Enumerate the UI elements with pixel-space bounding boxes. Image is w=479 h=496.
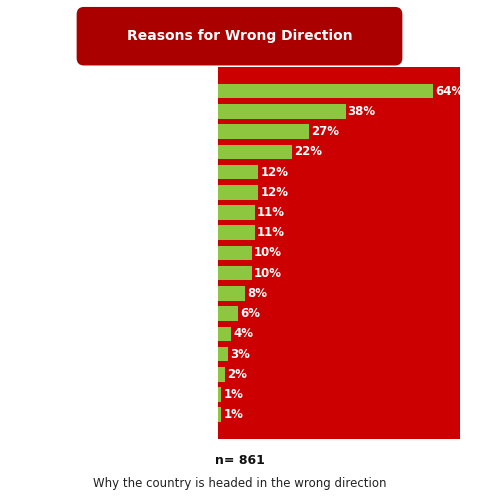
Text: 6%: 6% [240, 307, 260, 320]
Text: 38%: 38% [348, 105, 376, 118]
Text: 1%: 1% [223, 388, 243, 401]
Text: 10%: 10% [253, 247, 282, 259]
Bar [218, 124, 308, 139]
Text: 3%: 3% [230, 348, 250, 361]
Text: Why the country is headed in the wrong direction: Why the country is headed in the wrong d… [93, 477, 386, 490]
Text: n= 861: n= 861 [215, 454, 264, 467]
Text: 2%: 2% [227, 368, 247, 381]
Text: 27%: 27% [311, 125, 339, 138]
Bar [218, 326, 231, 341]
Bar [218, 408, 221, 422]
Bar [218, 307, 238, 321]
Bar [218, 185, 258, 199]
Text: 4%: 4% [233, 327, 253, 340]
Bar [218, 367, 225, 381]
Bar [218, 104, 346, 119]
Text: 11%: 11% [257, 226, 285, 239]
Text: 22%: 22% [294, 145, 322, 158]
Text: 1%: 1% [223, 408, 243, 421]
Bar [218, 144, 292, 159]
Bar [218, 205, 255, 220]
Text: 12%: 12% [260, 166, 288, 179]
Bar [218, 226, 255, 240]
Bar [218, 84, 433, 98]
Text: 11%: 11% [257, 206, 285, 219]
Text: 8%: 8% [247, 287, 267, 300]
Bar [218, 246, 251, 260]
Text: Reasons for Wrong Direction: Reasons for Wrong Direction [126, 29, 353, 43]
Text: 64%: 64% [435, 85, 463, 98]
Bar [218, 286, 245, 301]
Bar [218, 387, 221, 402]
Bar [218, 266, 251, 280]
Text: 10%: 10% [253, 267, 282, 280]
Bar [218, 165, 258, 180]
Text: 12%: 12% [260, 186, 288, 199]
Bar [218, 347, 228, 362]
